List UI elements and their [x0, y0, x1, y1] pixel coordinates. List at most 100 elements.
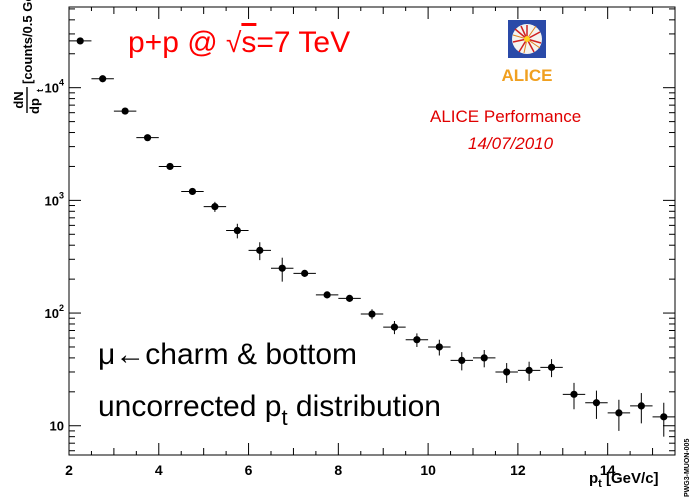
title-pre: p+p @ — [128, 26, 227, 59]
y-label-num: dN — [11, 91, 26, 108]
data-marker — [301, 269, 309, 277]
data-point — [360, 309, 384, 320]
data-marker — [435, 343, 443, 351]
x-tick-label: 12 — [510, 462, 526, 478]
channel-annotation: μ←charm & bottom — [98, 338, 358, 371]
performance-label: ALICE Performance — [430, 107, 582, 126]
data-marker — [390, 323, 399, 331]
data-point — [607, 399, 631, 431]
logo-text: ALICE — [502, 66, 553, 84]
data-point — [338, 294, 361, 302]
distribution-annotation: uncorrected pt distribution — [98, 390, 441, 431]
data-marker — [278, 264, 286, 272]
data-point — [69, 37, 92, 45]
data-marker — [345, 294, 354, 302]
figure-tag: PWG3-MUON-005 — [684, 438, 691, 497]
y-label-den: dp — [27, 98, 42, 114]
x-tick-label: 10 — [420, 462, 436, 478]
data-marker — [323, 291, 331, 299]
y-label-unit: [counts/0.5 GeV/c] — [20, 0, 35, 84]
x-label-unit: [GeV/c] — [601, 470, 659, 487]
y-tick-exponent: 2 — [59, 303, 64, 313]
data-point — [540, 359, 563, 378]
x-tick-label: 2 — [65, 462, 73, 478]
y-axis-label: dN dp t [counts/0.5 GeV/c] — [11, 0, 45, 114]
title-post: =7 TeV — [256, 26, 351, 59]
data-point — [293, 269, 316, 277]
x-label-p: p — [589, 470, 599, 487]
sqrt-symbol: √ — [226, 27, 242, 58]
data-marker — [480, 354, 488, 362]
data-marker — [188, 187, 197, 196]
y-label-group: dN dp t [counts/0.5 GeV/c] — [11, 0, 45, 114]
data-point — [113, 107, 137, 115]
data-point — [248, 242, 271, 261]
y-tick-label: 10 — [45, 193, 59, 208]
data-marker — [592, 399, 601, 407]
x-tick-label: 8 — [334, 462, 342, 478]
data-marker — [256, 246, 264, 254]
plot-border — [68, 6, 676, 456]
data-marker — [166, 162, 174, 171]
data-point — [473, 350, 496, 368]
x-label-sub: t — [598, 478, 602, 490]
y-tick-exponent: 4 — [59, 78, 64, 88]
data-marker — [99, 75, 107, 83]
title-s: s — [241, 26, 257, 59]
data-marker — [615, 409, 623, 417]
data-marker — [76, 37, 84, 45]
logo-core — [524, 36, 530, 42]
y-tick-label: 10 — [45, 81, 59, 96]
line2-sub: t — [281, 405, 288, 430]
x-tick-label: 4 — [155, 462, 163, 478]
data-point — [181, 187, 204, 196]
data-point — [562, 382, 586, 410]
data-point — [203, 201, 227, 212]
data-point — [226, 223, 249, 239]
data-point — [428, 339, 451, 356]
data-marker — [637, 402, 645, 410]
data-point — [158, 162, 182, 171]
data-point — [630, 393, 653, 424]
y-label-sub: t — [35, 89, 45, 92]
data-point — [517, 361, 541, 381]
data-marker — [570, 390, 578, 398]
data-point — [652, 402, 675, 437]
y-tick-label: 10 — [45, 306, 59, 321]
data-marker — [413, 336, 421, 344]
alice-logo: ALICE — [502, 20, 553, 84]
data-marker — [368, 310, 376, 318]
title-annotation: p+p @ √s=7 TeV — [128, 26, 350, 60]
data-marker — [547, 363, 556, 371]
x-axis-label: pt [GeV/c] — [589, 470, 659, 490]
data-point — [495, 363, 518, 383]
data-point — [383, 321, 406, 335]
data-marker — [143, 134, 152, 142]
line2-post: distribution — [287, 390, 441, 423]
date-label: 14/07/2010 — [468, 134, 554, 153]
data-point — [271, 257, 294, 282]
data-point — [315, 291, 339, 299]
data-point — [450, 352, 473, 371]
data-marker — [458, 356, 466, 365]
y-tick-exponent: 3 — [59, 190, 64, 200]
x-tick-label: 6 — [245, 462, 253, 478]
data-point — [136, 134, 159, 142]
data-marker — [503, 368, 511, 376]
data-marker — [211, 203, 219, 211]
data-marker — [525, 366, 533, 374]
y-tick-label: 10 — [50, 419, 64, 434]
data-marker — [233, 226, 241, 235]
line2-pre: uncorrected p — [98, 390, 282, 423]
data-point — [585, 390, 608, 419]
data-marker — [121, 107, 129, 115]
data-point — [91, 75, 114, 83]
x-axis: 2 4 6 8 10 12 14 — [65, 7, 676, 478]
plot-frame — [68, 6, 676, 456]
data-points — [69, 37, 675, 437]
data-point — [405, 333, 429, 347]
data-marker — [660, 413, 668, 421]
x-tick-label: 14 — [600, 462, 616, 478]
